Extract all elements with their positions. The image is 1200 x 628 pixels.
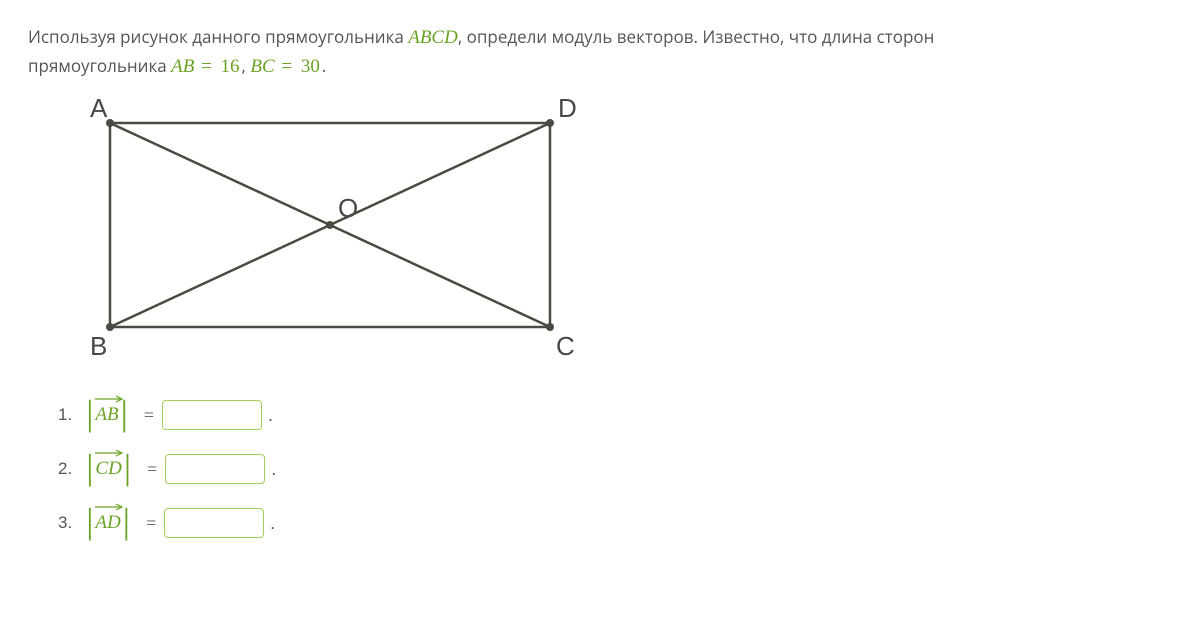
abs-bar-right: | — [121, 403, 128, 423]
equals-sign: = — [147, 459, 157, 480]
eq-sign: = — [275, 56, 299, 77]
period: . — [268, 405, 273, 426]
problem-statement: Используя рисунок данного прямоугольника… — [28, 24, 1172, 81]
val-16: 16 — [219, 56, 242, 77]
text-part: прямоугольника — [28, 54, 171, 77]
answer-row: 1. |AB| =. — [58, 400, 1172, 430]
answer-row: 2. |CD| =. — [58, 454, 1172, 484]
vector-arrow-icon — [94, 449, 124, 457]
period: . — [322, 54, 326, 77]
rectangle-diagram: A B C D O — [80, 95, 1172, 372]
svg-text:D: D — [558, 95, 577, 123]
text-part: Используя рисунок данного прямоугольника — [28, 25, 408, 48]
vector-arrow-icon — [94, 503, 124, 511]
vector-label: AB — [93, 404, 120, 426]
answers-list: 1.|AB|=.2.|CD|=.3.|AD|=. — [58, 400, 1172, 538]
vector-arrow-icon — [94, 395, 124, 403]
equals-sign: = — [144, 405, 154, 426]
svg-text:B: B — [90, 331, 107, 361]
var-bc: BC — [250, 56, 274, 77]
answer-input[interactable] — [165, 454, 265, 484]
equals-sign: = — [146, 513, 156, 534]
var-ab: AB — [171, 56, 194, 77]
val-30: 30 — [299, 56, 322, 77]
answer-number: 3. — [58, 513, 72, 533]
period: . — [271, 459, 276, 480]
period: . — [270, 513, 275, 534]
abs-bar-left: | — [86, 511, 93, 531]
abs-bar-right: | — [124, 457, 131, 477]
var-abcd: ABCD — [408, 27, 458, 48]
diagram-svg: A B C D O — [80, 95, 600, 367]
abs-bar-left: | — [86, 457, 93, 477]
vector-magnitude: |CD| — [82, 458, 135, 480]
abs-bar-left: | — [86, 403, 93, 423]
svg-text:C: C — [556, 331, 575, 361]
vector-label: CD — [93, 458, 123, 480]
vector-label: AD — [93, 512, 122, 534]
text-part: , определи модуль векторов. Известно, чт… — [458, 25, 935, 48]
svg-text:A: A — [90, 95, 108, 123]
answer-input[interactable] — [164, 508, 264, 538]
answer-input[interactable] — [162, 400, 262, 430]
svg-text:O: O — [338, 193, 358, 223]
abs-bar-right: | — [123, 511, 130, 531]
answer-number: 1. — [58, 405, 72, 425]
answer-row: 3. |AD| =. — [58, 508, 1172, 538]
vector-magnitude: |AD| — [82, 512, 134, 534]
answer-number: 2. — [58, 459, 72, 479]
eq-sign: = — [194, 56, 218, 77]
vector-magnitude: |AB| — [82, 404, 132, 426]
